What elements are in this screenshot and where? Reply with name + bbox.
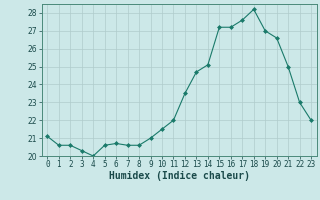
X-axis label: Humidex (Indice chaleur): Humidex (Indice chaleur): [109, 171, 250, 181]
